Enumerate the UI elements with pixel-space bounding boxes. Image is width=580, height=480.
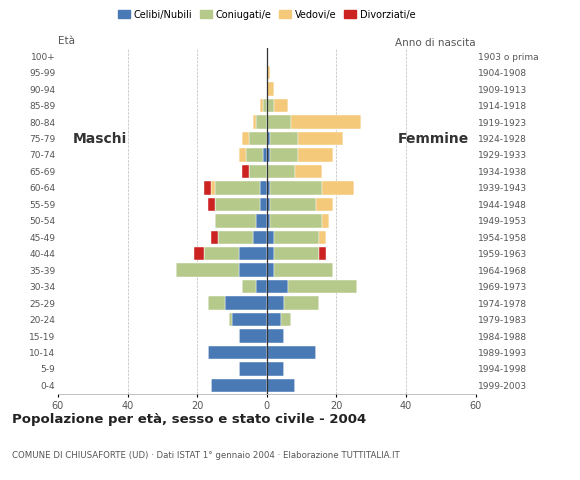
Bar	[239, 362, 267, 376]
Bar	[270, 132, 298, 145]
Bar	[270, 148, 298, 162]
Bar	[267, 148, 270, 162]
Bar	[270, 181, 322, 194]
Bar	[267, 329, 284, 343]
Bar	[232, 313, 267, 326]
Bar	[215, 198, 260, 211]
Bar	[316, 198, 333, 211]
Bar	[270, 198, 316, 211]
Bar	[267, 296, 284, 310]
Bar	[260, 198, 267, 211]
Bar	[208, 198, 215, 211]
Bar	[263, 148, 267, 162]
Bar	[270, 214, 322, 228]
Bar	[322, 214, 329, 228]
Bar	[267, 198, 270, 211]
Text: Maschi: Maschi	[72, 132, 127, 145]
Bar	[225, 296, 267, 310]
Bar	[242, 165, 249, 178]
Bar	[274, 99, 288, 112]
Bar	[267, 83, 274, 96]
Bar	[274, 230, 319, 244]
Legend: Celibi/Nubili, Coniugati/e, Vedovi/e, Divorziati/e: Celibi/Nubili, Coniugati/e, Vedovi/e, Di…	[118, 10, 415, 20]
Bar	[253, 115, 256, 129]
Bar	[319, 230, 326, 244]
Bar	[204, 181, 211, 194]
Bar	[267, 181, 270, 194]
Bar	[239, 329, 267, 343]
Bar	[242, 280, 256, 293]
Bar	[322, 181, 354, 194]
Bar	[239, 264, 267, 277]
Text: Anno di nascita: Anno di nascita	[395, 38, 476, 48]
Bar	[267, 99, 274, 112]
Bar	[298, 148, 333, 162]
Bar	[274, 247, 319, 261]
Text: COMUNE DI CHIUSAFORTE (UD) · Dati ISTAT 1° gennaio 2004 · Elaborazione TUTTITALI: COMUNE DI CHIUSAFORTE (UD) · Dati ISTAT …	[12, 451, 400, 460]
Bar	[281, 313, 291, 326]
Bar	[267, 115, 291, 129]
Bar	[211, 379, 267, 392]
Bar	[194, 247, 204, 261]
Bar	[263, 99, 267, 112]
Bar	[249, 132, 267, 145]
Bar	[274, 264, 333, 277]
Bar	[239, 148, 246, 162]
Bar	[256, 214, 267, 228]
Text: Popolazione per età, sesso e stato civile - 2004: Popolazione per età, sesso e stato civil…	[12, 413, 366, 426]
Bar	[242, 132, 249, 145]
Bar	[208, 296, 225, 310]
Bar	[267, 313, 281, 326]
Bar	[229, 313, 232, 326]
Bar	[267, 132, 270, 145]
Bar	[176, 264, 239, 277]
Bar	[267, 247, 274, 261]
Bar	[204, 247, 239, 261]
Bar	[267, 165, 295, 178]
Bar	[218, 230, 253, 244]
Bar	[211, 181, 215, 194]
Bar	[267, 280, 288, 293]
Bar	[211, 230, 218, 244]
Bar	[298, 132, 343, 145]
Bar	[256, 115, 267, 129]
Bar	[215, 214, 256, 228]
Bar	[291, 115, 361, 129]
Bar	[246, 148, 263, 162]
Bar	[253, 230, 267, 244]
Bar	[267, 362, 284, 376]
Text: Femmine: Femmine	[398, 132, 469, 145]
Bar	[319, 247, 326, 261]
Bar	[288, 280, 357, 293]
Bar	[267, 264, 274, 277]
Bar	[295, 165, 322, 178]
Bar	[249, 165, 267, 178]
Bar	[208, 346, 267, 359]
Bar	[267, 230, 274, 244]
Bar	[256, 280, 267, 293]
Bar	[260, 181, 267, 194]
Bar	[260, 99, 263, 112]
Bar	[267, 346, 316, 359]
Bar	[215, 181, 260, 194]
Bar	[239, 247, 267, 261]
Bar	[267, 379, 295, 392]
Text: Età: Età	[58, 36, 75, 46]
Bar	[267, 214, 270, 228]
Bar	[267, 66, 270, 79]
Bar	[284, 296, 319, 310]
